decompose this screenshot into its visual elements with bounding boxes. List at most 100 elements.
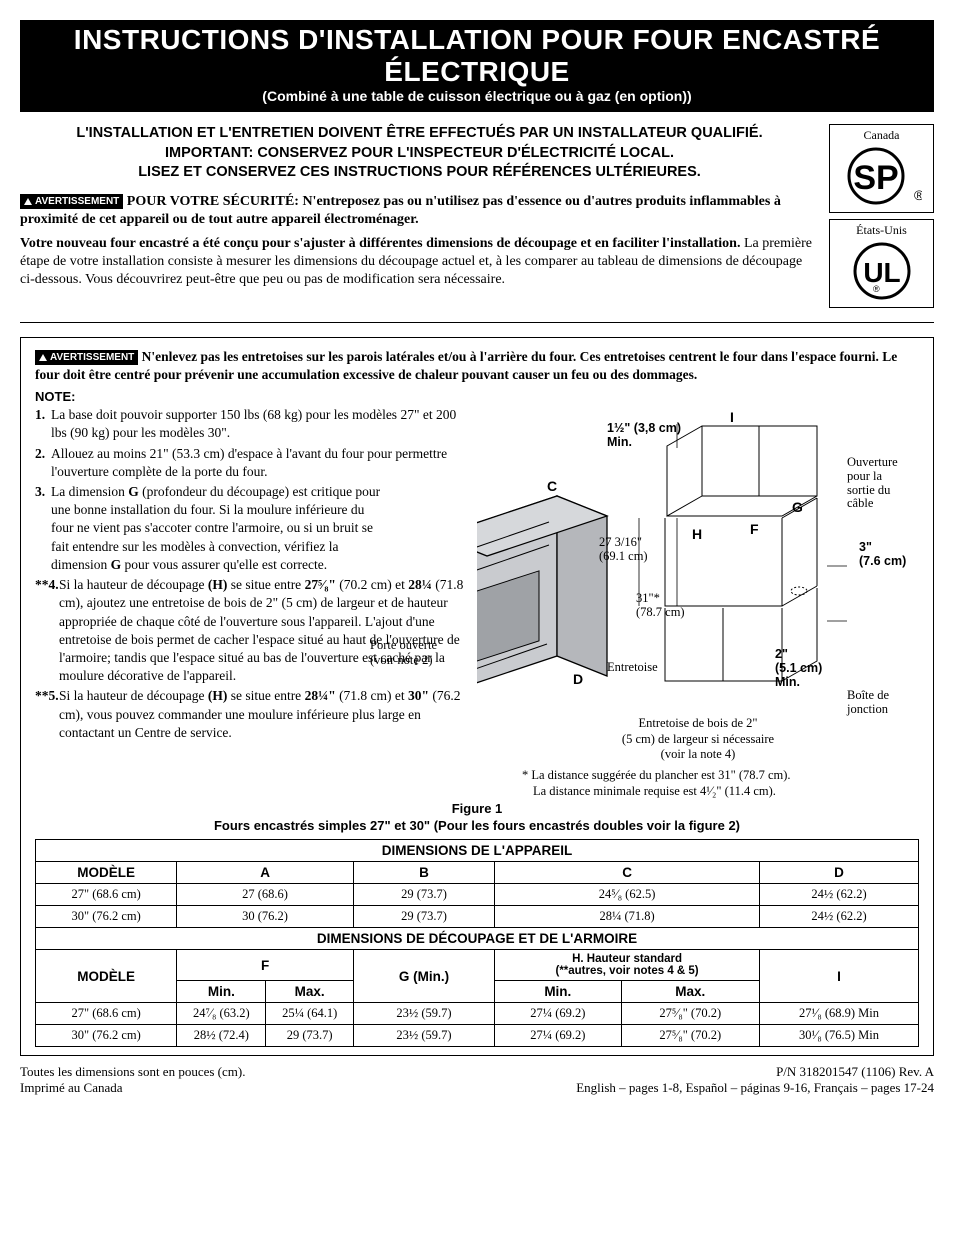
- svg-text:®: ®: [914, 187, 922, 203]
- col-b: B: [353, 862, 494, 884]
- note-1: 1.La base doit pouvoir supporter 150 lbs…: [35, 406, 467, 442]
- dim-27: 27 3/16"(69.1 cm): [599, 536, 648, 564]
- col-h-max: Max.: [621, 981, 760, 1003]
- top-text: L'INSTALLATION ET L'ENTRETIEN DOIVENT ÊT…: [20, 124, 829, 314]
- warning-badge-icon: AVERTISSEMENT: [20, 194, 123, 209]
- table-row: 30" (76.2 cm) 30 (76.2) 29 (73.7) 28¼ (7…: [36, 906, 919, 928]
- note-list: 1.La base doit pouvoir supporter 150 lbs…: [35, 406, 467, 742]
- csa-logo-icon: SP ®: [842, 145, 922, 207]
- note-3: 3.La dimension G (profondeur du découpag…: [35, 483, 381, 574]
- intro-para: Votre nouveau four encastré a été conçu …: [20, 235, 819, 290]
- warning-1: AVERTISSEMENT POUR VOTRE SÉCURITÉ: N'ent…: [20, 193, 819, 229]
- warning-badge-text: AVERTISSEMENT: [35, 196, 119, 207]
- cert-usa-label: États-Unis: [856, 223, 907, 237]
- table-row: 27" (68.6 cm) 27 (68.6) 29 (73.7) 24⁵⁄₈ …: [36, 884, 919, 906]
- oven-diagram: C B D A I G F H: [477, 406, 919, 696]
- asterisk-note: * La distance suggérée du plancher est 3…: [477, 767, 919, 800]
- entretoise-note-a: Entretoise de bois de 2": [477, 716, 919, 732]
- footer-l2: Imprimé au Canada: [20, 1080, 245, 1096]
- notice-line-2: IMPORTANT: CONSERVEZ POUR L'INSPECTEUR D…: [40, 144, 799, 164]
- notes-and-diagram: 1.La base doit pouvoir supporter 150 lbs…: [35, 406, 919, 799]
- entretoise-note: Entretoise de bois de 2" (5 cm) de large…: [477, 716, 919, 763]
- lbl-entretoise: Entretoise: [607, 661, 658, 675]
- header-subtitle: (Combiné à une table de cuisson électriq…: [28, 88, 926, 104]
- col-d: D: [760, 862, 919, 884]
- lbl-ouverture: Ouverturepour lasortie ducâble: [847, 456, 917, 511]
- col-i: I: [760, 950, 919, 1003]
- warning-1-text: POUR VOTRE SÉCURITÉ: N'entreposez pas ou…: [20, 194, 781, 227]
- note-1-text: La base doit pouvoir supporter 150 lbs (…: [51, 406, 467, 442]
- svg-text:®: ®: [873, 284, 880, 294]
- cert-canada-label: Canada: [864, 128, 900, 142]
- porte-note: Porte ouverte (voir note 2): [370, 638, 437, 668]
- tbl-hdr-appareil: DIMENSIONS DE L'APPAREIL: [36, 840, 919, 862]
- figure-caption: Figure 1: [35, 801, 919, 816]
- porte-l1: Porte ouverte: [370, 638, 437, 653]
- header-block: INSTRUCTIONS D'INSTALLATION POUR FOUR EN…: [20, 20, 934, 112]
- intro-bold: Votre nouveau four encastré a été conçu …: [20, 236, 740, 251]
- header-title: INSTRUCTIONS D'INSTALLATION POUR FOUR EN…: [28, 24, 926, 88]
- cert-canada: Canada SP ®: [829, 124, 934, 213]
- note-5: **5.Si la hauteur de découpage (H) se si…: [35, 687, 467, 742]
- svg-text:SP: SP: [853, 159, 898, 197]
- ul-logo-icon: UL ®: [846, 240, 918, 302]
- asterisk-l1: * La distance suggérée du plancher est 3…: [522, 767, 919, 783]
- dim-31: 31"*(78.7 cm): [636, 592, 685, 620]
- dim-3: 3"(7.6 cm): [859, 541, 906, 569]
- svg-text:F: F: [750, 521, 759, 537]
- col-h: H. Hauteur standard (**autres, voir note…: [495, 950, 760, 981]
- col-h-min: Min.: [495, 981, 621, 1003]
- footer-right: P/N 318201547 (1106) Rev. A English – pa…: [576, 1064, 934, 1096]
- note-3-text: La dimension G (profondeur du découpage)…: [51, 483, 381, 574]
- top-section: L'INSTALLATION ET L'ENTRETIEN DOIVENT ÊT…: [20, 124, 934, 323]
- col-model-2: MODÈLE: [36, 950, 177, 1003]
- cert-column: Canada SP ® États-Unis UL ®: [829, 124, 934, 314]
- svg-text:UL: UL: [863, 257, 900, 288]
- notes-column: 1.La base doit pouvoir supporter 150 lbs…: [35, 406, 467, 799]
- footer-r1: P/N 318201547 (1106) Rev. A: [576, 1064, 934, 1080]
- tbl-hdr-decoupage: DIMENSIONS DE DÉCOUPAGE ET DE L'ARMOIRE: [36, 928, 919, 950]
- svg-text:D: D: [573, 671, 583, 687]
- col-g: G (Min.): [353, 950, 494, 1003]
- col-a: A: [177, 862, 354, 884]
- dimensions-table: DIMENSIONS DE L'APPAREIL MODÈLE A B C D …: [35, 839, 919, 1047]
- entretoise-note-c: (voir la note 4): [477, 747, 919, 763]
- note-heading: NOTE:: [35, 389, 919, 404]
- body-outline: AVERTISSEMENT N'enlevez pas les entretoi…: [20, 337, 934, 1056]
- install-notice: L'INSTALLATION ET L'ENTRETIEN DOIVENT ÊT…: [40, 124, 799, 183]
- footer: Toutes les dimensions sont en pouces (cm…: [20, 1064, 934, 1096]
- svg-text:C: C: [547, 478, 557, 494]
- col-c: C: [495, 862, 760, 884]
- col-f-min: Min.: [177, 981, 266, 1003]
- warning-2: AVERTISSEMENT N'enlevez pas les entretoi…: [35, 348, 919, 383]
- note-5-text: Si la hauteur de découpage (H) se situe …: [59, 687, 467, 742]
- warning-badge-icon-2: AVERTISSEMENT: [35, 350, 138, 365]
- asterisk-l2: La distance minimale requise est 4¹⁄₂" (…: [522, 783, 919, 799]
- lbl-boite: Boîte dejonction: [847, 689, 907, 717]
- note-4: **4.Si la hauteur de découpage (H) se si…: [35, 576, 467, 685]
- warning-badge-text-2: AVERTISSEMENT: [50, 352, 134, 363]
- cert-usa: États-Unis UL ®: [829, 219, 934, 308]
- entretoise-note-b: (5 cm) de largeur si nécessaire: [477, 732, 919, 748]
- footer-left: Toutes les dimensions sont en pouces (cm…: [20, 1064, 245, 1096]
- col-f-max: Max.: [266, 981, 353, 1003]
- note-4-text: Si la hauteur de découpage (H) se situe …: [59, 576, 467, 685]
- table-row: 30" (76.2 cm) 28½ (72.4) 29 (73.7) 23½ (…: [36, 1025, 919, 1047]
- dim-2: 2"(5.1 cm)Min.: [775, 648, 822, 689]
- porte-l2: (voir note 2): [370, 653, 437, 668]
- diagram-column: C B D A I G F H: [477, 406, 919, 799]
- col-f: F: [177, 950, 354, 981]
- notice-line-1: L'INSTALLATION ET L'ENTRETIEN DOIVENT ÊT…: [40, 124, 799, 144]
- notice-line-3: LISEZ ET CONSERVEZ CES INSTRUCTIONS POUR…: [40, 163, 799, 183]
- note-2: 2.Allouez au moins 21" (53.3 cm) d'espac…: [35, 445, 467, 481]
- table-row: 27" (68.6 cm) 24⁷⁄₈ (63.2) 25¼ (64.1) 23…: [36, 1003, 919, 1025]
- col-model: MODÈLE: [36, 862, 177, 884]
- dim-1-5: 1½" (3,8 cm)Min.: [607, 422, 681, 450]
- svg-text:H: H: [692, 526, 702, 542]
- svg-text:I: I: [730, 409, 734, 425]
- figure-subtitle: Fours encastrés simples 27" et 30" (Pour…: [35, 818, 919, 833]
- footer-r2: English – pages 1-8, Español – páginas 9…: [576, 1080, 934, 1096]
- footer-l1: Toutes les dimensions sont en pouces (cm…: [20, 1064, 245, 1080]
- warning-2-text: N'enlevez pas les entretoises sur les pa…: [35, 349, 897, 382]
- note-2-text: Allouez au moins 21" (53.3 cm) d'espace …: [51, 445, 467, 481]
